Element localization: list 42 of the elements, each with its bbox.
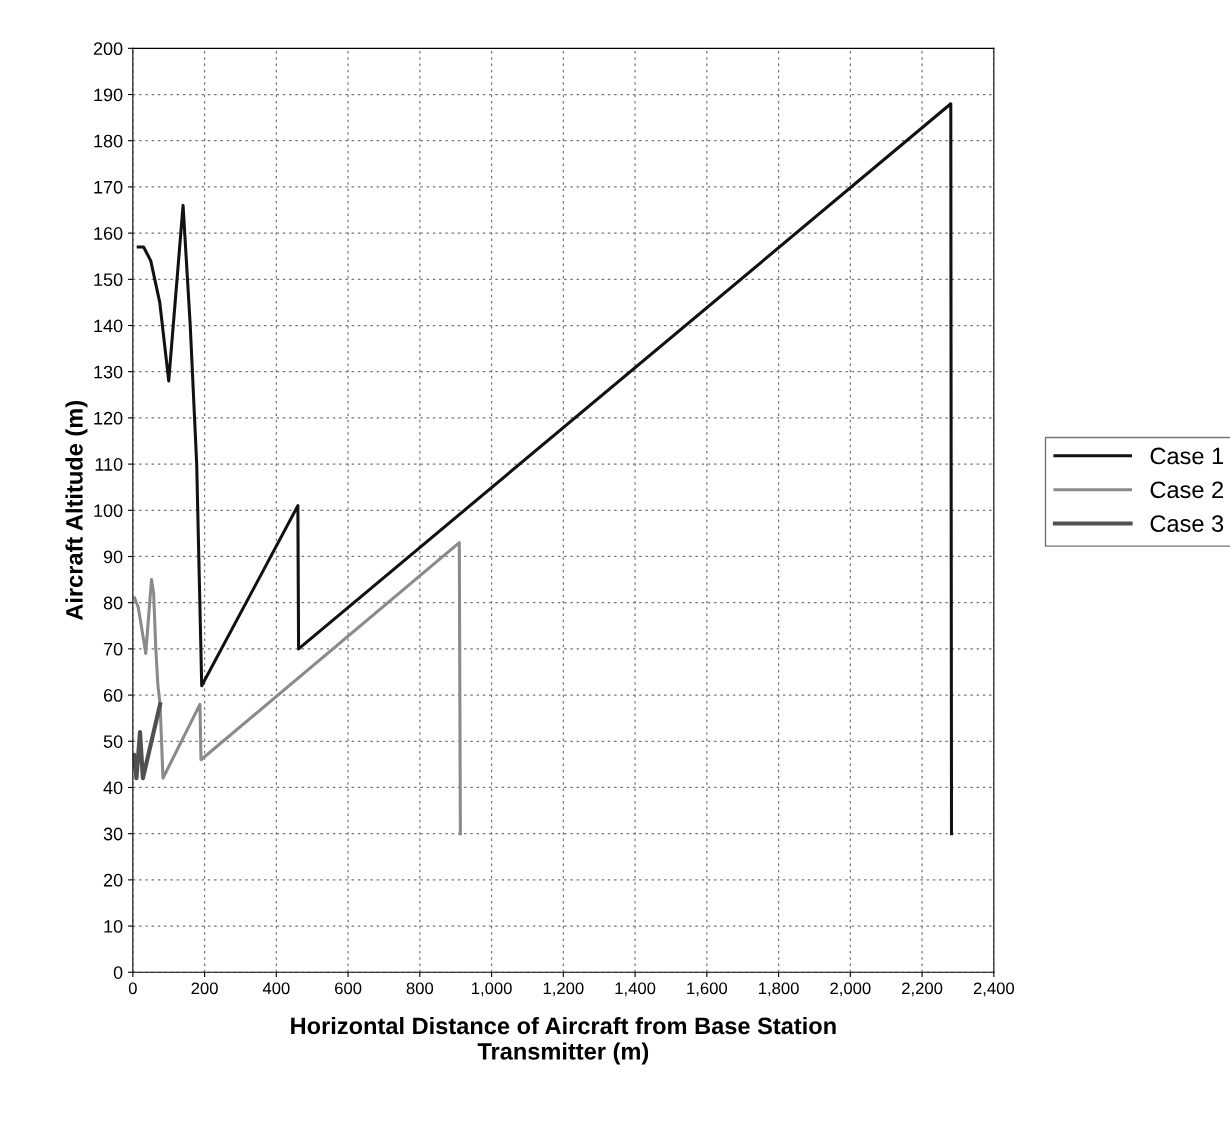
- line-series: [132, 702, 163, 781]
- y-tick-label: 140: [94, 319, 123, 333]
- y-tick-label: 60: [103, 689, 123, 702]
- y-tick-label: 90: [103, 550, 123, 564]
- y-tick-label: 20: [103, 873, 123, 887]
- x-tick-label: 1,000: [472, 982, 512, 997]
- x-tick-label: 800: [406, 982, 434, 995]
- y-tick-label: 130: [94, 365, 123, 379]
- x-tick-label: 400: [262, 982, 290, 995]
- y-tick-label: 10: [104, 920, 123, 933]
- line-series: [133, 541, 462, 836]
- y-tick-label: 50: [103, 735, 123, 748]
- line-series: [136, 102, 954, 836]
- y-tick-label: 120: [94, 411, 123, 425]
- y-tick-label: 30: [103, 827, 123, 841]
- y-tick-label: 100: [94, 504, 123, 518]
- x-axis-title: Horizontal Distance of Aircraft from Base Station Transmitter (m): [291, 1016, 836, 1065]
- x-tick-label: 1,800: [759, 982, 799, 997]
- x-tick-label: 2,400: [973, 982, 1015, 997]
- y-tick-label: 80: [103, 596, 123, 610]
- legend-label: Case 1: [1150, 447, 1224, 465]
- x-tick-label: 600: [335, 982, 362, 995]
- x-tick-label: 200: [191, 982, 218, 995]
- legend-label: Case 2: [1150, 481, 1224, 499]
- y-tick-label: 160: [94, 227, 123, 240]
- x-tick-label: 0: [128, 982, 137, 995]
- y-tick-label: 150: [94, 273, 123, 287]
- y-tick-label: 170: [94, 180, 123, 194]
- y-tick-label: 180: [94, 134, 123, 148]
- x-tick-label: 2,000: [830, 982, 871, 997]
- y-tick-label: 200: [93, 42, 123, 56]
- y-tick-label: 0: [113, 966, 123, 979]
- legend-label: Case 3: [1150, 515, 1224, 532]
- x-tick-label: 1,200: [543, 982, 584, 997]
- x-tick-label: 1,600: [687, 982, 728, 997]
- x-tick-label: 1,400: [615, 982, 656, 997]
- y-axis-title: Aircraft Altitude (m): [65, 401, 88, 621]
- y-tick-label: 110: [95, 458, 123, 471]
- x-tick-label: 2,200: [902, 982, 943, 997]
- y-tick-label: 40: [103, 781, 123, 795]
- y-tick-label: 70: [103, 642, 123, 656]
- y-tick-label: 190: [94, 88, 123, 102]
